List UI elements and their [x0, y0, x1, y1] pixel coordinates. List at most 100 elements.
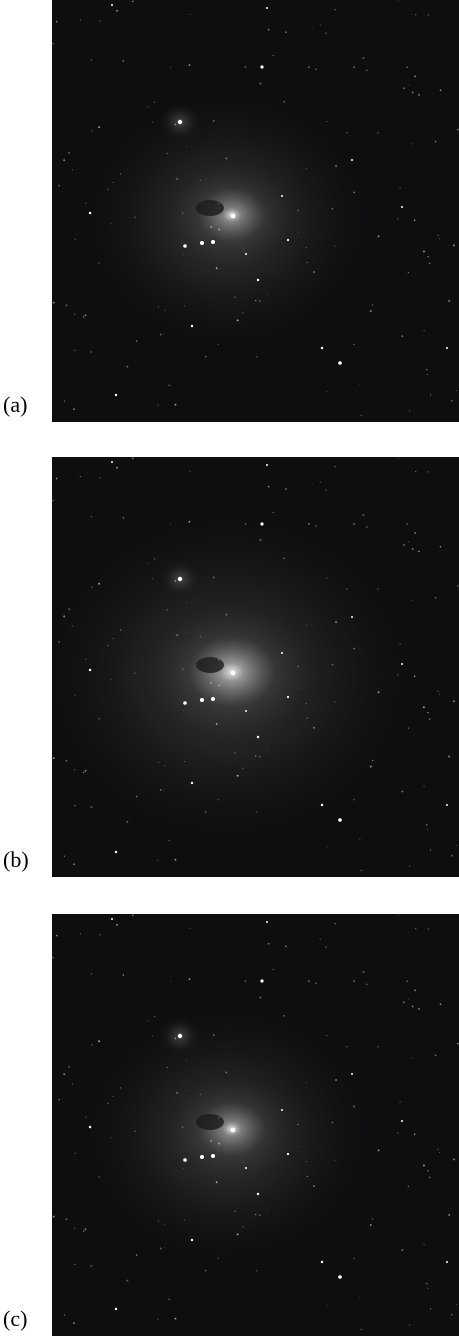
bright-star	[115, 1308, 117, 1310]
star	[168, 1299, 170, 1301]
star	[439, 1152, 440, 1153]
bright-star	[200, 1155, 204, 1159]
star	[154, 102, 155, 103]
bright-star	[266, 921, 268, 923]
star	[408, 1186, 409, 1187]
bright-star	[231, 214, 236, 219]
bright-star	[183, 701, 187, 705]
star	[83, 316, 84, 317]
star	[267, 1208, 268, 1209]
bright-star	[89, 1126, 91, 1128]
bright-star	[260, 522, 263, 525]
star	[334, 1160, 335, 1161]
panel: (b)	[0, 457, 459, 879]
bright-star	[257, 736, 259, 738]
star	[429, 263, 431, 265]
bright-star	[287, 1153, 289, 1155]
star	[259, 756, 261, 758]
star	[306, 1082, 307, 1083]
bright-star	[321, 804, 323, 806]
star	[73, 408, 75, 410]
star	[412, 91, 414, 93]
panel: (c)	[0, 914, 459, 1336]
star	[372, 760, 373, 761]
star	[353, 1258, 354, 1259]
bright-star	[281, 195, 283, 197]
star	[164, 789, 165, 790]
star	[189, 521, 191, 523]
star	[91, 1044, 92, 1045]
bright-star	[211, 1154, 215, 1158]
star	[168, 840, 170, 842]
star	[335, 621, 337, 623]
star	[255, 755, 256, 756]
star	[326, 121, 327, 122]
star	[267, 294, 268, 295]
star	[90, 806, 92, 808]
dark-lane	[196, 1114, 224, 1130]
star	[403, 1001, 405, 1003]
star	[327, 391, 328, 392]
star	[218, 659, 219, 660]
star	[423, 706, 425, 708]
star	[80, 19, 81, 20]
star	[91, 586, 92, 587]
star	[435, 597, 437, 599]
star	[439, 694, 440, 695]
panel-label: (c)	[3, 1306, 27, 1332]
star	[80, 476, 81, 477]
star	[415, 928, 416, 929]
star	[73, 1322, 75, 1324]
star	[183, 1168, 184, 1169]
star	[415, 471, 416, 472]
star	[245, 523, 246, 524]
star	[63, 1073, 65, 1075]
star	[218, 685, 220, 687]
bright-star	[200, 698, 204, 702]
star	[283, 101, 284, 102]
star	[411, 600, 412, 601]
bright-star	[321, 1261, 323, 1263]
star	[327, 1305, 328, 1306]
star	[147, 1020, 148, 1021]
star	[85, 1228, 87, 1230]
star	[259, 1214, 261, 1216]
nebula-image	[52, 914, 459, 1336]
star	[205, 356, 206, 357]
star	[439, 238, 440, 239]
bright-star	[260, 979, 263, 982]
star	[120, 1087, 122, 1089]
star	[85, 314, 87, 316]
star	[448, 1214, 450, 1216]
star	[378, 691, 380, 693]
star	[74, 769, 75, 770]
star	[132, 458, 133, 459]
bright-star	[231, 1128, 236, 1133]
star	[370, 766, 372, 768]
star	[200, 180, 201, 181]
star	[456, 390, 457, 391]
star	[85, 1117, 86, 1118]
star	[428, 928, 429, 929]
star	[326, 578, 327, 579]
star	[353, 799, 354, 800]
star	[164, 333, 165, 334]
star	[427, 256, 428, 257]
star	[412, 548, 414, 550]
star	[298, 688, 299, 689]
star	[186, 603, 187, 604]
star	[267, 750, 268, 751]
star	[189, 471, 190, 472]
star	[111, 1137, 112, 1138]
star	[56, 21, 58, 23]
star	[414, 219, 416, 221]
star	[64, 856, 65, 857]
bright-star	[245, 253, 247, 255]
star	[307, 718, 308, 719]
star	[353, 523, 355, 525]
star	[136, 796, 138, 798]
star	[315, 983, 316, 984]
star	[237, 319, 239, 321]
star	[123, 517, 124, 518]
star	[186, 176, 187, 177]
